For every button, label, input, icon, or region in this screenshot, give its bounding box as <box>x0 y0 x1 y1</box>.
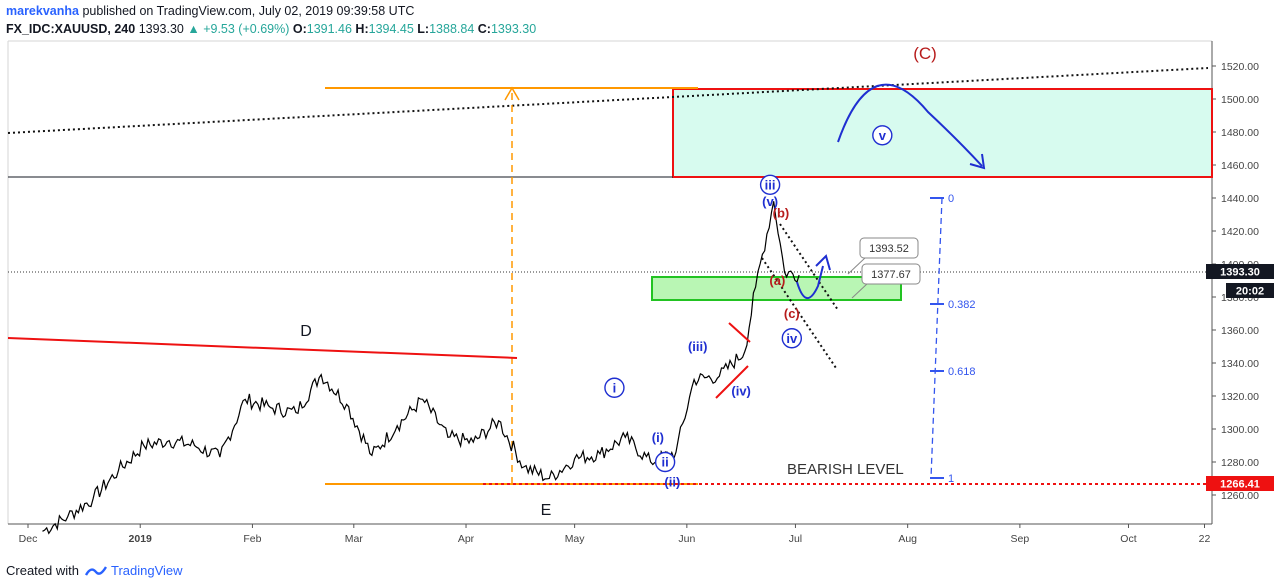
wave-circle-v <box>872 125 893 146</box>
high-value: 1394.45 <box>368 22 414 36</box>
bearish-level-label: BEARISH LEVEL <box>787 461 904 478</box>
footer: Created with TradingView <box>6 563 183 578</box>
countdown-badge <box>1226 283 1274 298</box>
y-tick-label: 1280.00 <box>1221 457 1259 469</box>
tradingview-brand-link[interactable]: TradingView <box>110 563 183 578</box>
fib-label-618: 0.618 <box>948 366 976 378</box>
y-tick-label: 1340.00 <box>1221 358 1259 370</box>
y-tick-label: 1500.00 <box>1221 94 1259 106</box>
low-label: L: <box>417 22 430 36</box>
current-price-badge <box>1206 264 1274 279</box>
price-change: ▲ +9.53 (+0.69%) <box>187 22 290 36</box>
fib-vertical-line <box>930 197 943 479</box>
wave-label-iv: (iv) <box>731 384 751 399</box>
callout-low-box[interactable] <box>861 263 921 285</box>
wave-label-b: (b) <box>773 205 790 220</box>
callout-low-text: 1377.67 <box>871 269 911 281</box>
x-tick-label: Mar <box>345 533 364 545</box>
wave-circle-iii <box>759 174 781 196</box>
y-tick-label: 1360.00 <box>1221 325 1259 337</box>
bearish-level-badge <box>1206 476 1274 491</box>
x-tick-label: Aug <box>898 533 917 545</box>
bearish-level-badge-text: 1266.41 <box>1220 479 1260 491</box>
upper-dotted-trendline <box>7 67 1209 134</box>
time-axis[interactable]: Dec 2019 Feb Mar Apr May Jun Jul Aug Sep Oct 22 <box>19 524 1211 545</box>
wave-label-iv: iv <box>786 331 798 346</box>
y-tick-label: 1440.00 <box>1221 193 1259 205</box>
close-value: 1393.30 <box>490 22 537 36</box>
channel-upper-dotted <box>779 223 839 311</box>
callout-low-pointer <box>851 282 869 299</box>
fib-label-1: 1 <box>948 473 954 485</box>
x-tick-label: Jun <box>678 533 695 545</box>
wave-label-c: (c) <box>784 306 800 321</box>
callout-high-box[interactable] <box>859 237 919 259</box>
fib-label-382: 0.382 <box>948 299 976 311</box>
wave-label-v: v <box>879 128 887 143</box>
y-tick-label: 1260.00 <box>1221 490 1259 502</box>
wave-labels: iii(i)(ii)(iii)(iv)iii(v)(a)(b)(c)ivv <box>604 125 893 489</box>
wave-circle-iv <box>781 328 803 349</box>
y-tick-label: 1480.00 <box>1221 127 1259 139</box>
red-resistance-line <box>7 337 518 359</box>
x-tick-label: Sep <box>1011 533 1030 545</box>
wave-label-ii: ii <box>662 455 669 470</box>
y-tick-label: 1320.00 <box>1221 391 1259 403</box>
projection-arrowhead-large <box>969 153 986 170</box>
wave-label-iii: iii <box>765 177 776 192</box>
x-tick-label: Jul <box>789 533 802 545</box>
x-tick-label: Feb <box>243 533 261 545</box>
wave-label-i: (i) <box>652 430 664 445</box>
x-tick-label: Dec <box>19 533 38 545</box>
close-label: C: <box>477 22 491 36</box>
triangle-lower-line <box>715 365 749 399</box>
projection-arrowhead-small <box>815 254 831 271</box>
wave-circle-i <box>604 377 625 398</box>
y-tick-label: 1300.00 <box>1221 424 1259 436</box>
tradingview-logo-icon <box>84 565 107 576</box>
wave-label-a: (a) <box>769 273 785 288</box>
low-value: 1388.84 <box>429 22 475 36</box>
publish-info: marekvanha published on TradingView.com,… <box>6 4 414 18</box>
channel-lower-dotted <box>761 257 837 369</box>
wave-label-v: (v) <box>762 194 778 209</box>
wave-circle-ii <box>654 451 676 473</box>
x-tick-label: 2019 <box>129 533 153 545</box>
x-tick-label: Oct <box>1120 533 1136 545</box>
y-tick-label: 1460.00 <box>1221 160 1259 172</box>
open-value: 1391.46 <box>306 22 352 36</box>
wave-label-E: E <box>541 502 552 519</box>
ohlc-legend: FX_IDC:XAUUSD, 240 1393.30 ▲ +9.53 (+0.6… <box>6 22 536 36</box>
projection-curve-small <box>796 265 824 299</box>
wave-label-D: D <box>300 323 312 340</box>
callout-high-pointer <box>847 256 867 275</box>
wave-label-ii: (ii) <box>664 474 680 489</box>
x-tick-label: 22 <box>1199 533 1211 545</box>
y-tick-label: 1520.00 <box>1221 61 1259 73</box>
projection-curve-large <box>837 83 983 167</box>
created-with-text: Created with <box>6 563 79 578</box>
current-price-badge-text: 1393.30 <box>1220 267 1260 279</box>
orange-arrowhead <box>504 86 520 101</box>
x-tick-label: Apr <box>458 533 475 545</box>
published-text: published on TradingView.com, July 02, 2… <box>82 4 415 18</box>
symbol-label: FX_IDC:XAUUSD, 240 <box>6 22 136 36</box>
open-label: O: <box>292 22 307 36</box>
author-name[interactable]: marekvanha <box>6 4 79 18</box>
support-zone <box>651 276 902 301</box>
callout-high-text: 1393.52 <box>869 243 909 255</box>
wave-label-i: i <box>613 380 617 395</box>
target-zone <box>672 88 1213 178</box>
countdown-badge-text: 20:02 <box>1236 286 1264 298</box>
last-price: 1393.30 <box>138 22 184 36</box>
wave-label-C: (C) <box>913 44 937 63</box>
x-tick-label: May <box>565 533 586 545</box>
wave-label-iii: (iii) <box>688 339 708 354</box>
price-axis[interactable]: 1260.00 1280.00 1300.00 1320.00 1340.00 1360.… <box>1212 61 1259 502</box>
triangle-upper-line <box>728 322 751 343</box>
high-label: H: <box>355 22 369 36</box>
fib-label-0: 0 <box>948 193 954 205</box>
y-tick-label: 1420.00 <box>1221 226 1259 238</box>
